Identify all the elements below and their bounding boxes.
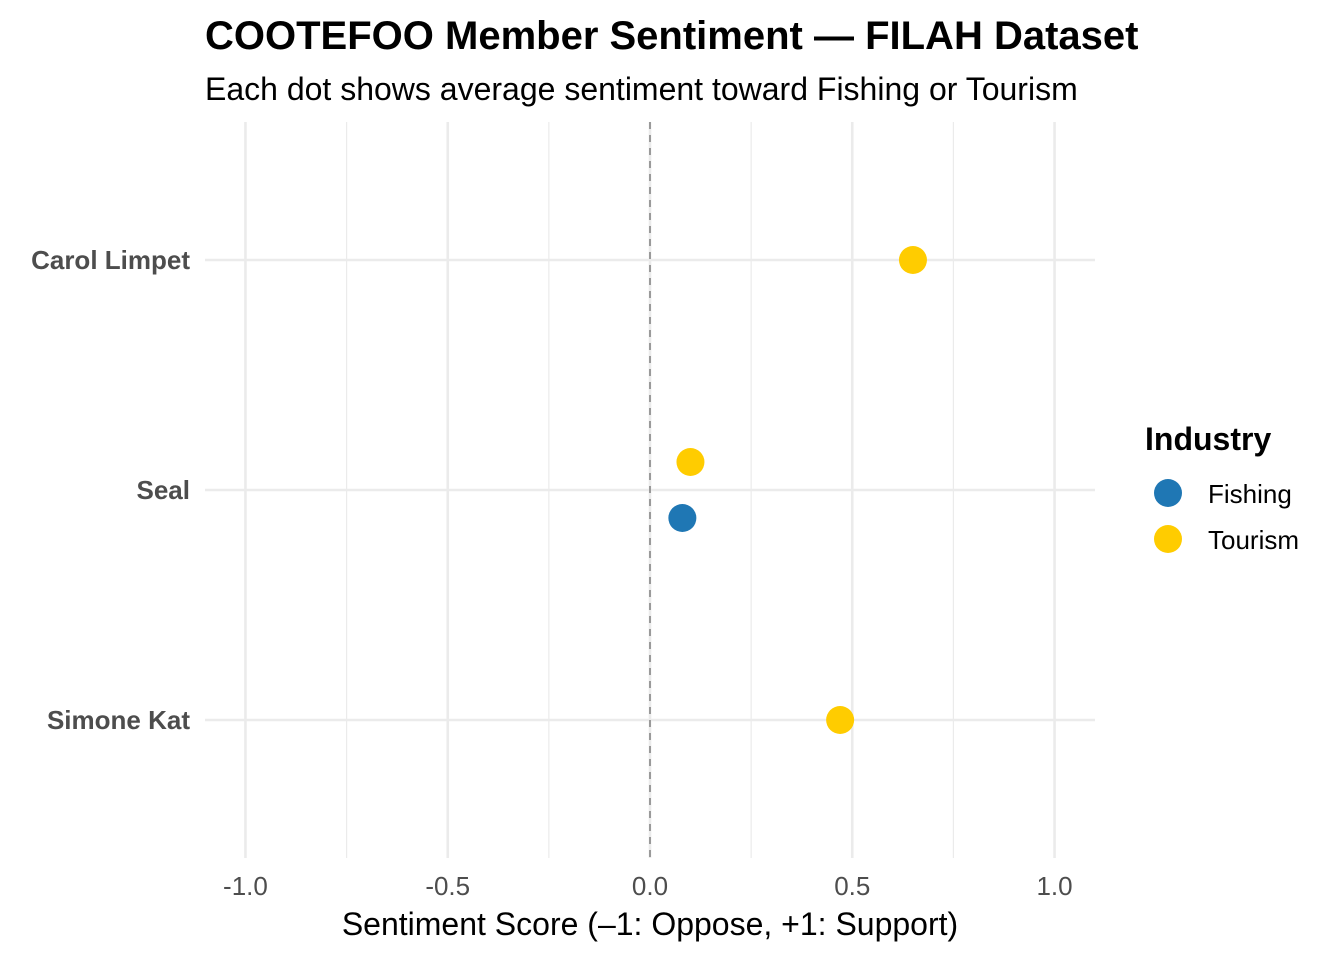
- data-points: [668, 246, 927, 734]
- legend-label: Tourism: [1208, 525, 1299, 555]
- legend-entries: Fishing Tourism: [1154, 479, 1299, 555]
- data-point-fishing: [668, 504, 697, 532]
- legend-key-tourism: [1154, 525, 1182, 553]
- y-tick-label: Carol Limpet: [31, 245, 190, 275]
- legend: Industry Fishing Tourism: [1145, 421, 1299, 555]
- chart-subtitle: Each dot shows average sentiment toward …: [205, 71, 1078, 107]
- y-axis-tick-labels: Carol Limpet Seal Simone Kat: [31, 245, 190, 735]
- x-axis-label: Sentiment Score (–1: Oppose, +1: Support…: [342, 906, 958, 942]
- legend-label: Fishing: [1208, 479, 1292, 509]
- data-point-tourism: [676, 448, 705, 476]
- data-point-tourism: [826, 706, 855, 734]
- x-axis-tick-labels: -1.0 -0.5 0.0 0.5 1.0: [223, 871, 1073, 901]
- x-tick-label: 0.5: [834, 871, 870, 901]
- data-point-tourism: [898, 246, 927, 274]
- chart-title: COOTEFOO Member Sentiment — FILAH Datase…: [205, 14, 1138, 58]
- x-tick-label: 1.0: [1036, 871, 1072, 901]
- legend-title: Industry: [1145, 421, 1271, 457]
- x-tick-label: -0.5: [425, 871, 470, 901]
- y-tick-label: Seal: [137, 475, 191, 505]
- y-tick-label: Simone Kat: [47, 705, 190, 735]
- legend-key-fishing: [1154, 479, 1182, 507]
- x-tick-label: -1.0: [223, 871, 268, 901]
- x-tick-label: 0.0: [632, 871, 668, 901]
